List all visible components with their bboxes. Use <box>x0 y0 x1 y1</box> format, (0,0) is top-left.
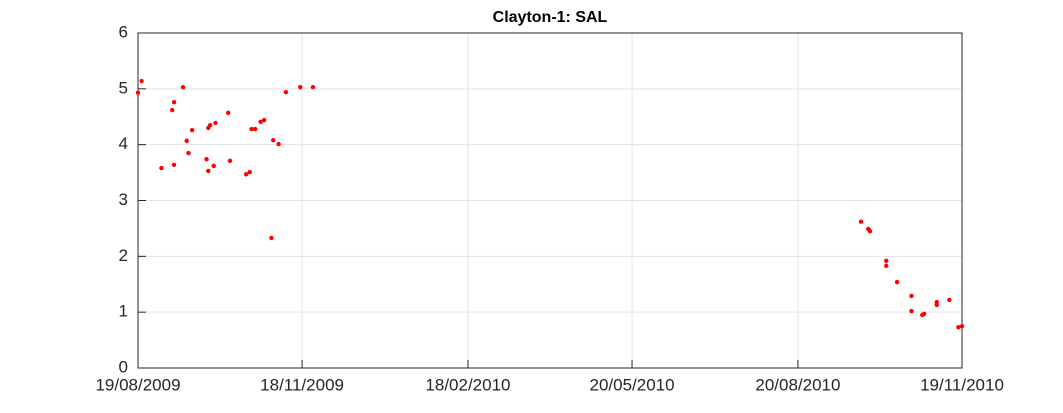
point <box>247 169 252 175</box>
point <box>204 156 209 162</box>
point <box>258 119 263 124</box>
y-tick-label: 1 <box>119 302 128 321</box>
y-tick-label: 4 <box>119 134 128 153</box>
point <box>262 117 267 123</box>
point <box>956 325 961 330</box>
point <box>276 141 281 147</box>
point <box>252 126 258 132</box>
point <box>858 219 864 224</box>
point <box>269 235 274 241</box>
point <box>921 311 927 317</box>
point <box>934 302 939 308</box>
point <box>211 163 216 169</box>
y-tick-label: 2 <box>119 246 128 265</box>
point <box>884 258 889 263</box>
plot-frame <box>137 32 963 369</box>
point <box>171 100 177 105</box>
point <box>249 126 254 132</box>
point <box>213 120 218 126</box>
x-tick-label: 20/05/2010 <box>589 375 674 394</box>
point <box>225 110 231 116</box>
point <box>186 150 191 156</box>
point <box>909 308 914 314</box>
point <box>867 229 873 234</box>
x-tick-label: 18/11/2009 <box>260 375 344 394</box>
point <box>959 323 965 329</box>
y-tick-label: 3 <box>119 190 128 209</box>
point <box>243 172 249 177</box>
point <box>310 84 316 90</box>
y-tick-label: 0 <box>119 357 128 376</box>
chart-title: Clayton-1: SAL <box>493 9 608 26</box>
point <box>206 168 211 174</box>
point <box>207 122 213 128</box>
x-tick-label: 20/08/2010 <box>755 375 840 394</box>
y-tick-label: 6 <box>119 22 128 41</box>
point <box>170 107 175 113</box>
point <box>139 78 144 84</box>
point <box>283 89 289 95</box>
point <box>884 263 889 269</box>
point <box>909 293 914 299</box>
x-tick-label: 19/11/2010 <box>920 375 1004 394</box>
point <box>180 84 186 90</box>
point <box>184 138 189 143</box>
point <box>947 297 952 303</box>
point <box>894 279 900 285</box>
point <box>227 158 233 164</box>
y-tick-label: 5 <box>119 78 128 97</box>
point <box>298 84 303 90</box>
point <box>159 165 164 171</box>
x-tick-label: 19/08/2009 <box>95 375 180 394</box>
point <box>135 90 141 95</box>
point <box>189 127 195 133</box>
point <box>171 162 177 167</box>
x-tick-label: 18/02/2010 <box>425 375 510 394</box>
point <box>271 138 276 143</box>
